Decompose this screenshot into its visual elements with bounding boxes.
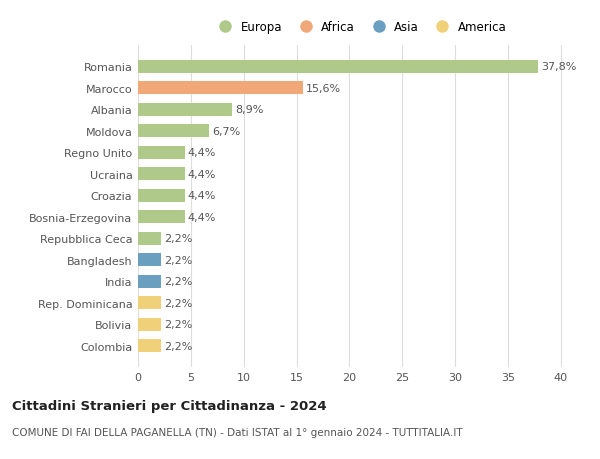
Bar — [138, 61, 538, 73]
Text: 4,4%: 4,4% — [188, 191, 216, 201]
Text: 2,2%: 2,2% — [164, 234, 193, 244]
Text: 4,4%: 4,4% — [188, 213, 216, 222]
Bar — [138, 275, 161, 288]
Legend: Europa, Africa, Asia, America: Europa, Africa, Asia, America — [209, 17, 511, 39]
Text: 2,2%: 2,2% — [164, 298, 193, 308]
Bar — [138, 168, 185, 181]
Text: 2,2%: 2,2% — [164, 255, 193, 265]
Text: 4,4%: 4,4% — [188, 148, 216, 158]
Text: 8,9%: 8,9% — [235, 105, 263, 115]
Bar — [138, 232, 161, 245]
Text: 6,7%: 6,7% — [212, 126, 240, 136]
Text: Cittadini Stranieri per Cittadinanza - 2024: Cittadini Stranieri per Cittadinanza - 2… — [12, 399, 326, 412]
Text: COMUNE DI FAI DELLA PAGANELLA (TN) - Dati ISTAT al 1° gennaio 2024 - TUTTITALIA.: COMUNE DI FAI DELLA PAGANELLA (TN) - Dat… — [12, 427, 463, 437]
Bar — [138, 82, 303, 95]
Text: 15,6%: 15,6% — [306, 84, 341, 94]
Bar — [138, 190, 185, 202]
Bar — [138, 103, 232, 116]
Bar — [138, 340, 161, 353]
Bar — [138, 318, 161, 331]
Text: 2,2%: 2,2% — [164, 319, 193, 330]
Bar — [138, 146, 185, 159]
Bar — [138, 125, 209, 138]
Bar — [138, 254, 161, 267]
Text: 37,8%: 37,8% — [541, 62, 576, 72]
Text: 4,4%: 4,4% — [188, 169, 216, 179]
Text: 2,2%: 2,2% — [164, 277, 193, 287]
Text: 2,2%: 2,2% — [164, 341, 193, 351]
Bar — [138, 211, 185, 224]
Bar — [138, 297, 161, 310]
